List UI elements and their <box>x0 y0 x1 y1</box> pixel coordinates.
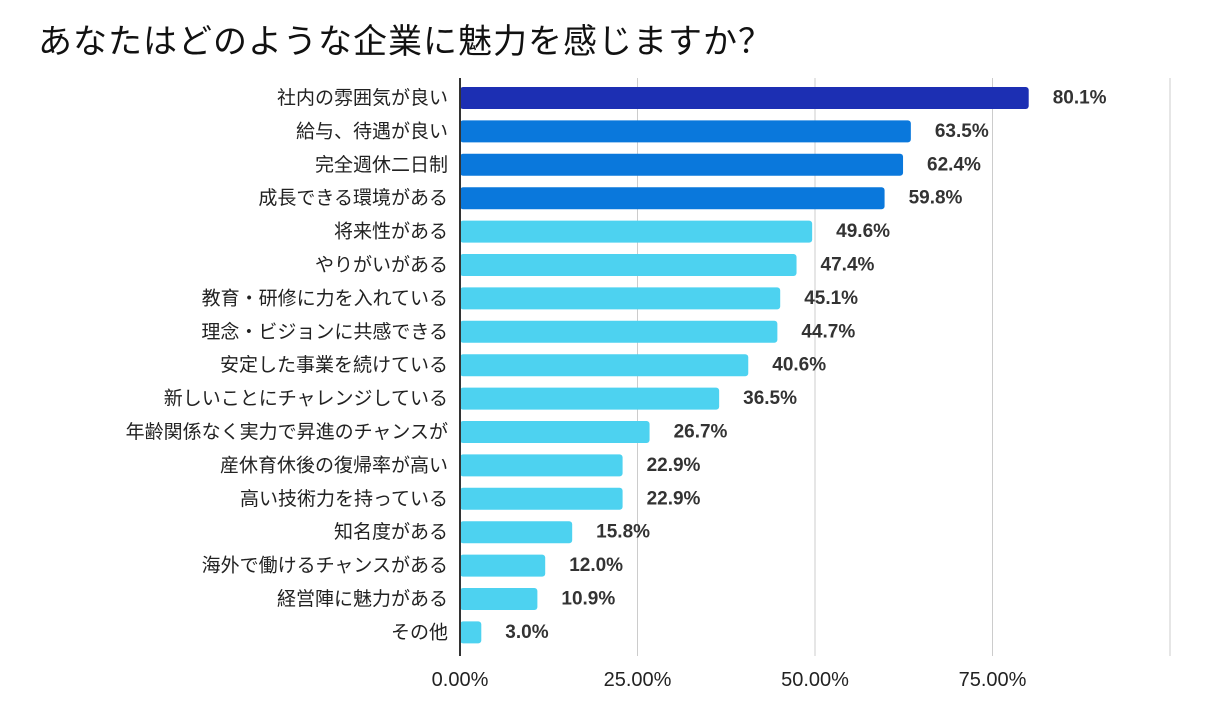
category-label: 安定した事業を続けている <box>220 354 448 376</box>
category-label: 教育・研修に力を入れている <box>202 287 448 309</box>
value-label: 62.4% <box>927 154 981 175</box>
category-label: 社内の雰囲気が良い <box>277 87 448 109</box>
chart-title: あなたはどのような企業に魅力を感じますか？ <box>38 22 773 62</box>
category-label: 経営陣に魅力がある <box>277 588 448 610</box>
x-tick-label: 25.00% <box>604 669 672 691</box>
value-label: 12.0% <box>569 555 623 576</box>
bar <box>460 220 813 243</box>
category-label: 将来性がある <box>334 221 448 243</box>
bar <box>460 354 749 377</box>
value-label: 45.1% <box>804 288 858 309</box>
bar <box>460 254 797 276</box>
value-label: 59.8% <box>909 188 963 209</box>
bar <box>460 621 482 644</box>
value-label: 40.6% <box>772 355 826 376</box>
value-label: 10.9% <box>561 589 615 610</box>
bar <box>460 187 885 210</box>
bar <box>460 554 546 577</box>
value-label: 36.5% <box>743 388 797 409</box>
value-label: 22.9% <box>647 455 701 476</box>
bar <box>460 588 538 610</box>
bar <box>460 87 1029 109</box>
category-label: 年齢関係なく実力で昇進のチャンスが <box>126 421 448 443</box>
value-label: 15.8% <box>596 522 650 543</box>
bar <box>460 120 911 143</box>
axis: 0.00% 25.00% 50.00% 75.00% <box>432 78 1027 691</box>
value-label: 63.5% <box>935 121 989 142</box>
category-label: 完全週休二日制 <box>315 154 448 176</box>
category-label: 海外で働けるチャンスがある <box>202 555 448 577</box>
category-label: やりがいがある <box>315 254 448 276</box>
category-label: 産休育休後の復帰率が高い <box>220 454 448 476</box>
value-label: 44.7% <box>801 321 855 342</box>
value-label: 22.9% <box>647 488 701 509</box>
bar <box>460 320 778 343</box>
x-tick-label: 0.00% <box>432 669 489 691</box>
category-label: 成長できる環境がある <box>258 187 448 209</box>
bar <box>460 521 573 544</box>
category-label: 理念・ビジョンに共感できる <box>201 320 448 343</box>
value-label: 47.4% <box>821 255 875 276</box>
bar <box>460 487 623 510</box>
value-label: 49.6% <box>836 221 890 242</box>
bar <box>460 454 623 477</box>
value-label: 80.1% <box>1053 88 1107 109</box>
value-label: 26.7% <box>674 422 728 443</box>
bar <box>460 387 720 410</box>
bars <box>460 87 1029 644</box>
value-label: 3.0% <box>505 622 548 643</box>
x-tick-label: 75.00% <box>959 669 1027 691</box>
labels: 社内の雰囲気が良い 80.1% 給与、待遇が良い 63.5% 完全週休二日制 62.4% 成… <box>126 87 1107 643</box>
x-tick-label: 50.00% <box>781 669 849 691</box>
bar <box>460 287 781 310</box>
category-label: 給与、待遇が良い <box>296 120 448 142</box>
bar <box>460 153 904 176</box>
category-label: 新しいことにチャレンジしている <box>164 388 448 410</box>
category-label: 高い技術力を持っている <box>240 488 448 510</box>
bar <box>460 421 650 443</box>
category-label: 知名度がある <box>334 521 448 543</box>
category-label: その他 <box>391 621 448 643</box>
